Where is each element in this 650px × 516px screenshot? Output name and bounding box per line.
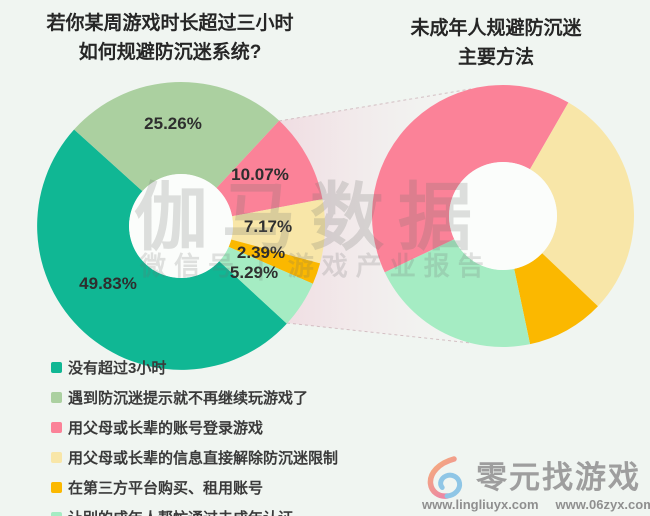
brand-swirl-icon	[427, 456, 463, 499]
donut-1-hole	[449, 162, 557, 270]
footer-urls: www.lingliuyx.com www.06zyx.com	[422, 497, 650, 512]
donut-0-slice-4	[228, 239, 321, 284]
legend-item: 没有超过3小时	[51, 357, 338, 378]
legend-swatch	[51, 482, 62, 493]
legend-swatch	[51, 452, 62, 463]
donut-0-slice-0	[37, 129, 287, 370]
donut-1-slice-2	[514, 253, 598, 345]
legend-label: 让别的成年人帮忙通过未成年认证	[68, 507, 293, 516]
donut-0-slice-label-2: 10.07%	[231, 165, 289, 184]
legend-label: 用父母或长辈的信息直接解除防沉迷限制	[68, 450, 339, 467]
brand-name: 零元找游戏	[476, 460, 641, 495]
legend-item: 用父母或长辈的信息直接解除防沉迷限制	[51, 447, 338, 468]
donut-0-slice-2	[216, 120, 323, 217]
right-chart-title-line1: 未成年人规避防沉迷	[410, 18, 582, 39]
footer-url-left: www.lingliuyx.com	[422, 497, 539, 512]
donut-1-slice-3	[384, 239, 531, 347]
left-chart-title-line2: 如何规避防沉迷系统?	[78, 42, 262, 63]
legend-swatch	[51, 422, 62, 433]
donut-0-hole	[129, 174, 233, 278]
donut-0-slice-label-0: 49.83%	[79, 274, 137, 293]
right-chart-title: 未成年人规避防沉迷 主要方法	[366, 14, 626, 72]
donut-0-slice-label-5: 5.29%	[230, 263, 278, 282]
donut-0-slice-5	[219, 246, 313, 324]
donut-1-slice-0	[371, 84, 569, 273]
donut-0-slice-label-1: 25.26%	[144, 114, 202, 133]
footer-url-right: www.06zyx.com	[555, 497, 650, 512]
legend-label: 用父母或长辈的账号登录游戏	[68, 420, 264, 437]
zoom-band-bottom-dash	[286, 322, 472, 344]
left-chart-title: 若你某周游戏时长超过三小时 如何规避防沉迷系统?	[20, 9, 320, 67]
legend-item: 用父母或长辈的账号登录游戏	[51, 417, 338, 438]
legend-item: 让别的成年人帮忙通过未成年认证	[51, 507, 338, 516]
donut-1-slice-1	[529, 102, 634, 307]
legend-swatch	[51, 392, 62, 403]
legend-label: 没有超过3小时	[68, 360, 167, 377]
legend-swatch	[51, 362, 62, 373]
donut-0-slice-3	[231, 199, 326, 264]
donut-0-slice-label-3: 7.17%	[244, 217, 292, 236]
donut-0-slice-label-4: 2.39%	[237, 243, 285, 262]
legend-item: 在第三方平台购买、租用账号	[51, 477, 338, 498]
legend-item: 遇到防沉迷提示就不再继续玩游戏了	[51, 387, 338, 408]
left-chart-title-line1: 若你某周游戏时长超过三小时	[46, 13, 294, 34]
donut-0-slice-1	[74, 82, 280, 192]
legend-swatch	[51, 512, 62, 516]
legend-label: 在第三方平台购买、租用账号	[68, 480, 264, 497]
footer-logo: 零元找游戏 www.lingliuyx.com www.06zyx.com	[420, 450, 650, 512]
legend-label: 遇到防沉迷提示就不再继续玩游戏了	[68, 390, 309, 407]
right-chart-title-line2: 主要方法	[457, 47, 534, 68]
zoom-band-top-dash	[278, 88, 472, 122]
legend: 没有超过3小时 遇到防沉迷提示就不再继续玩游戏了 用父母或长辈的账号登录游戏 用…	[51, 357, 338, 516]
